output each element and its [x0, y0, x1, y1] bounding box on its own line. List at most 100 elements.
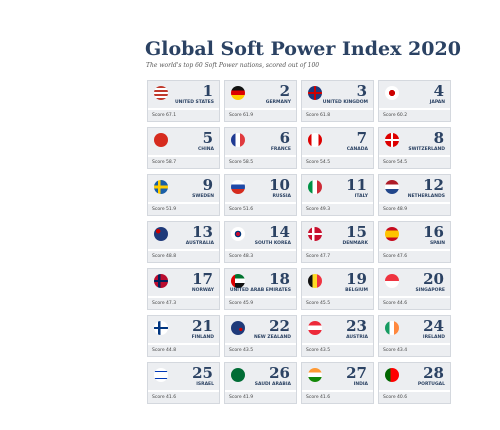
score: Score 43.5	[302, 343, 373, 359]
flag-icon	[231, 321, 245, 335]
country-name: UNITED STATES	[174, 100, 214, 105]
flag-icon	[154, 274, 168, 288]
rank: 21	[192, 317, 213, 335]
flag-icon	[385, 180, 399, 194]
country-name: BELGIUM	[345, 288, 368, 293]
country-name: CHINA	[198, 147, 214, 152]
score: Score 49.3	[302, 202, 373, 218]
country-name: SAUDI ARABIA	[254, 382, 291, 387]
country-name: PORTUGAL	[417, 382, 445, 387]
rank: 15	[346, 223, 367, 241]
flag-icon	[308, 368, 322, 382]
flag-icon	[154, 368, 168, 382]
rank: 17	[192, 270, 213, 288]
country-card: 16 SPAIN Score 47.6	[378, 221, 451, 263]
flag-icon	[154, 133, 168, 147]
score: Score 45.5	[302, 296, 373, 312]
flag-icon	[385, 227, 399, 241]
rank: 28	[423, 364, 444, 382]
country-card: 9 SWEDEN Score 51.9	[147, 174, 220, 216]
country-name: IRELAND	[422, 335, 445, 340]
score: Score 67.1	[148, 108, 219, 124]
rank: 3	[356, 82, 367, 100]
score: Score 44.8	[148, 343, 219, 359]
rank: 19	[346, 270, 367, 288]
country-card: 17 NORWAY Score 47.3	[147, 268, 220, 310]
score: Score 47.7	[302, 249, 373, 265]
country-card: 8 SWITZERLAND Score 54.5	[378, 127, 451, 169]
rank: 18	[269, 270, 290, 288]
country-card: 25 ISRAEL Score 41.6	[147, 362, 220, 404]
country-card: 23 AUSTRIA Score 43.5	[301, 315, 374, 357]
country-name: JAPAN	[429, 100, 445, 105]
flag-icon	[154, 321, 168, 335]
rank: 2	[279, 82, 290, 100]
rank: 5	[202, 129, 213, 147]
rank: 20	[423, 270, 444, 288]
country-name: NETHERLANDS	[407, 194, 445, 199]
flag-icon	[308, 133, 322, 147]
score: Score 44.6	[379, 296, 450, 312]
country-card: 28 PORTUGAL Score 40.6	[378, 362, 451, 404]
flag-icon	[308, 274, 322, 288]
flag-icon	[231, 86, 245, 100]
country-name: UNITED KINGDOM	[322, 100, 368, 105]
country-name: SINGAPORE	[415, 288, 445, 293]
country-name: INDIA	[353, 382, 368, 387]
country-card: 24 IRELAND Score 43.4	[378, 315, 451, 357]
flag-icon	[385, 86, 399, 100]
flag-icon	[308, 180, 322, 194]
flag-icon	[385, 368, 399, 382]
rank: 8	[433, 129, 444, 147]
rank: 6	[279, 129, 290, 147]
flag-icon	[385, 133, 399, 147]
country-card: 20 SINGAPORE Score 44.6	[378, 268, 451, 310]
country-card: 1 UNITED STATES Score 67.1	[147, 80, 220, 122]
flag-icon	[231, 227, 245, 241]
country-name: AUSTRIA	[346, 335, 368, 340]
country-name: AUSTRALIA	[185, 241, 214, 246]
subtitle: The world's top 60 Soft Power nations, s…	[146, 62, 320, 69]
flag-icon	[385, 274, 399, 288]
score: Score 41.9	[225, 390, 296, 406]
country-card: 12 NETHERLANDS Score 48.9	[378, 174, 451, 216]
country-card: 4 JAPAN Score 60.2	[378, 80, 451, 122]
country-name: FINLAND	[191, 335, 214, 340]
country-card: 3 UNITED KINGDOM Score 61.8	[301, 80, 374, 122]
rank: 24	[423, 317, 444, 335]
score: Score 54.5	[302, 155, 373, 171]
score: Score 48.8	[148, 249, 219, 265]
country-name: NORWAY	[191, 288, 214, 293]
country-name: SWEDEN	[192, 194, 214, 199]
flag-icon	[308, 227, 322, 241]
rank: 11	[346, 176, 367, 194]
title: Global Soft Power Index 2020	[145, 38, 461, 60]
score: Score 60.2	[379, 108, 450, 124]
country-name: NEW ZEALAND	[253, 335, 291, 340]
score: Score 43.4	[379, 343, 450, 359]
score: Score 47.6	[379, 249, 450, 265]
country-card: 26 SAUDI ARABIA Score 41.9	[224, 362, 297, 404]
rank: 27	[346, 364, 367, 382]
country-name: DENMARK	[342, 241, 369, 246]
rank: 12	[423, 176, 444, 194]
country-name: FRANCE	[270, 147, 291, 152]
country-card: 13 AUSTRALIA Score 48.8	[147, 221, 220, 263]
country-card: 5 CHINA Score 58.7	[147, 127, 220, 169]
rank: 26	[269, 364, 290, 382]
rank: 23	[346, 317, 367, 335]
rank: 7	[356, 129, 367, 147]
flag-icon	[385, 321, 399, 335]
score: Score 58.7	[148, 155, 219, 171]
rank: 16	[423, 223, 444, 241]
rank: 25	[192, 364, 213, 382]
country-name: RUSSIA	[272, 194, 291, 199]
country-name: ISRAEL	[196, 382, 214, 387]
country-card: 27 INDIA Score 41.6	[301, 362, 374, 404]
rank: 14	[269, 223, 290, 241]
country-card: 10 RUSSIA Score 51.6	[224, 174, 297, 216]
score: Score 51.6	[225, 202, 296, 218]
score: Score 45.9	[225, 296, 296, 312]
rank: 4	[433, 82, 444, 100]
